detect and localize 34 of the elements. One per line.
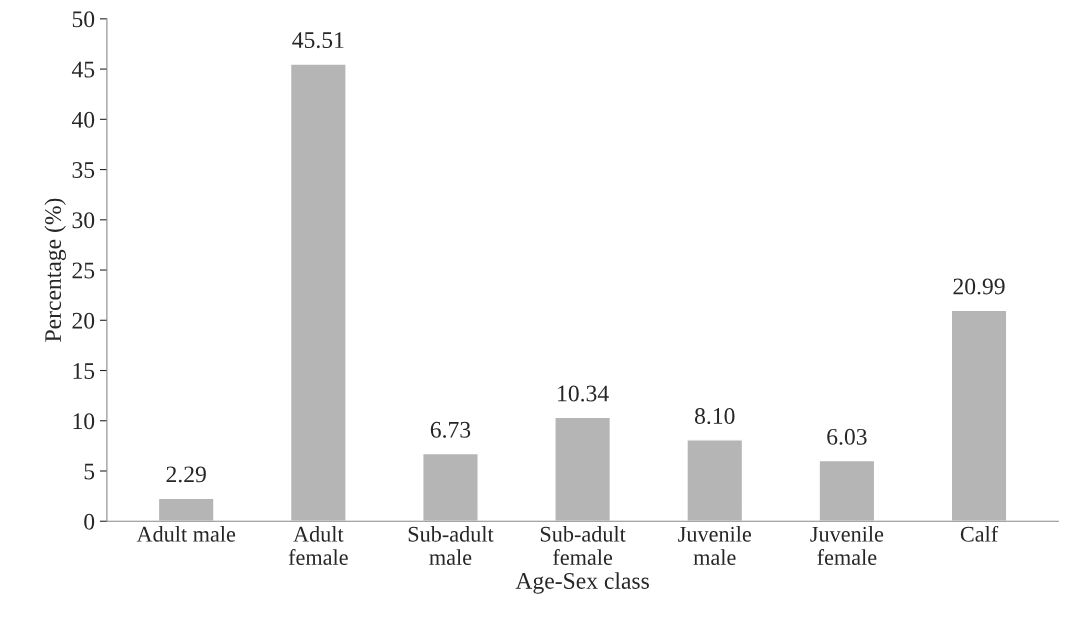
y-tick-label: 0 [84,513,95,530]
y-tick-label: 15 [73,363,95,379]
y-tick-label: 45 [71,61,95,78]
x-tick-label: Adult male [136,526,236,542]
data-label: 45.51 [292,32,344,49]
bar [554,416,612,522]
y-tick-label: 50 [72,11,95,28]
y-tick-label: 25 [72,262,95,279]
data-label: 8.10 [694,408,735,425]
bar [422,452,479,522]
x-tick-label: Sub-adult male [408,526,494,565]
x-tick-label: Adult female [288,526,348,565]
x-tick-label: Sub-adult female [540,526,626,565]
bar [950,309,1008,522]
x-tick-label: Juvenile female [810,526,884,565]
bar [818,459,876,522]
data-label: 2.29 [166,466,206,483]
data-label: 6.73 [430,421,471,438]
bar [686,439,744,522]
y-tick-label: 30 [72,212,95,229]
y-tick-label: 40 [71,111,95,128]
x-tick-label: Calf [960,525,999,542]
data-label: 20.99 [953,278,1005,295]
y-axis-title: Percentage (%) [44,198,66,342]
bar [289,63,347,522]
bar [157,497,215,522]
data-label: 10.34 [558,385,609,402]
y-tick-label: 20 [72,312,95,329]
x-axis-title: Age-Sex class [515,572,649,594]
x-tick-label: Juvenile male [678,526,751,565]
y-tick-label: 5 [84,463,95,480]
data-label: 6.03 [827,428,867,445]
y-tick-label: 35 [72,162,95,178]
y-tick-label: 10 [73,413,95,430]
